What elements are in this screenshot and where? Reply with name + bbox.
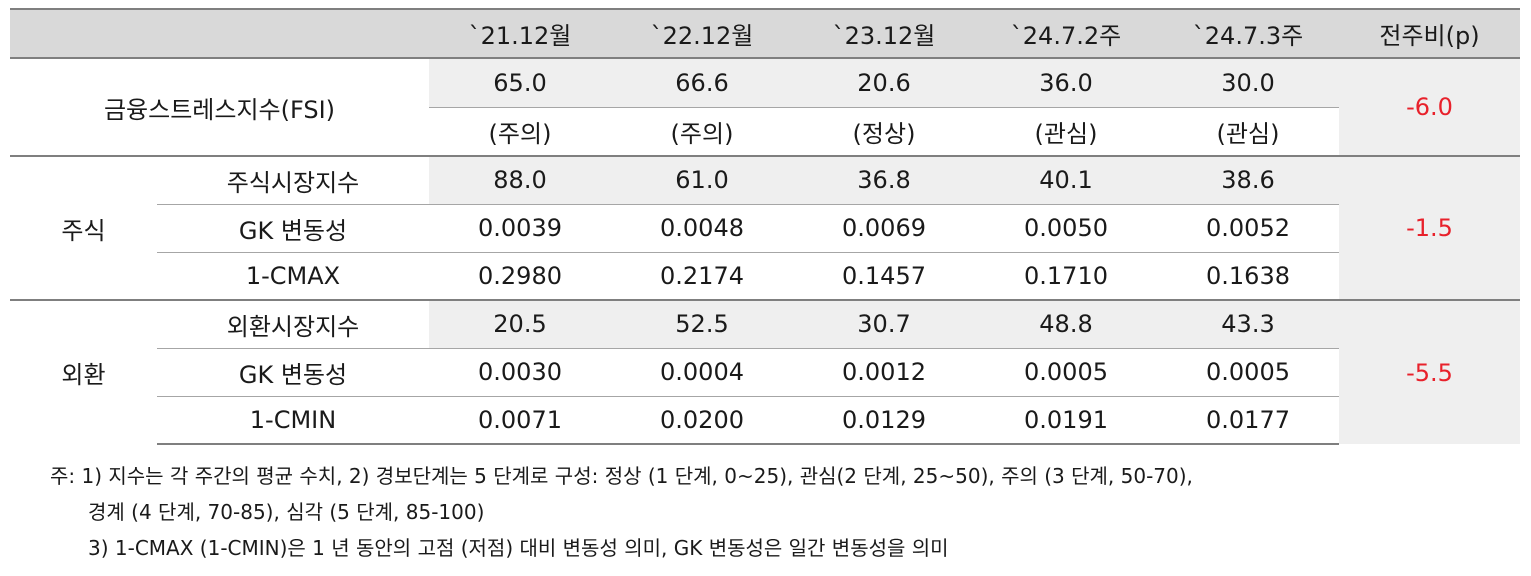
cell-value: 20.5	[429, 299, 611, 348]
cell-value: 0.0012	[793, 347, 975, 396]
fsi-level: (정상)	[793, 106, 975, 156]
cell-value: 0.2980	[429, 251, 611, 300]
stock-cmax-row: 1-CMAX 0.2980 0.2174 0.1457 0.1710 0.163…	[10, 251, 1520, 300]
fsi-value: 36.0	[975, 58, 1157, 107]
header-blank	[10, 8, 429, 59]
fsi-value: 30.0	[1157, 58, 1339, 107]
fx-gk-row: GK 변동성 0.0030 0.0004 0.0012 0.0005 0.000…	[10, 347, 1520, 396]
stock-gk-row: GK 변동성 0.0039 0.0048 0.0069 0.0050 0.005…	[10, 203, 1520, 252]
col-header-change: 전주비(p)	[1339, 8, 1520, 59]
cell-value: 0.0050	[975, 203, 1157, 252]
col-header: `22.12월	[611, 8, 793, 59]
fsi-level: (관심)	[975, 106, 1157, 156]
cell-value: 0.2174	[611, 251, 793, 300]
fsi-table: `21.12월 `22.12월 `23.12월 `24.7.2주 `24.7.3…	[10, 8, 1520, 445]
cell-value: 48.8	[975, 299, 1157, 348]
cell-value: 0.0030	[429, 347, 611, 396]
stock-change: -1.5	[1339, 155, 1520, 300]
cell-value: 0.0004	[611, 347, 793, 396]
stock-group-label: 주식	[10, 155, 157, 300]
cell-value: 88.0	[429, 155, 611, 204]
cell-value: 0.0069	[793, 203, 975, 252]
cell-value: 40.1	[975, 155, 1157, 204]
note-line-3: 3) 1-CMAX (1-CMIN)은 1 년 동안의 고점 (저점) 대비 변…	[88, 536, 949, 560]
cell-value: 0.0048	[611, 203, 793, 252]
fx-change: -5.5	[1339, 299, 1520, 444]
fsi-label: 금융스트레스지수(FSI)	[103, 95, 336, 124]
fsi-level-row: (주의) (주의) (정상) (관심) (관심)	[10, 106, 1520, 156]
cell-value: 0.0200	[611, 395, 793, 445]
fsi-level: (관심)	[1157, 106, 1339, 156]
cell-value: 0.0052	[1157, 203, 1339, 252]
cell-value: 0.0005	[1157, 347, 1339, 396]
cell-value: 0.0177	[1157, 395, 1339, 445]
col-header: `24.7.2주	[975, 8, 1157, 59]
table-notes: 주: 1) 지수는 각 주간의 평균 수치, 2) 경보단계는 5 단계로 구성…	[50, 458, 1193, 566]
cell-value: 0.0005	[975, 347, 1157, 396]
row-label: 외환시장지수	[157, 299, 429, 348]
col-header: `23.12월	[793, 8, 975, 59]
fsi-value-row: 금융스트레스지수(FSI) 65.0 66.6 20.6 36.0 30.0 -…	[10, 58, 1520, 156]
row-label: GK 변동성	[157, 203, 429, 252]
row-label: 1-CMAX	[157, 251, 429, 300]
note-line-2: 경계 (4 단계, 70-85), 심각 (5 단계, 85-100)	[88, 500, 485, 524]
fsi-value: 66.6	[611, 58, 793, 107]
cell-value: 0.1457	[793, 251, 975, 300]
cell-value: 0.0191	[975, 395, 1157, 445]
cell-value: 30.7	[793, 299, 975, 348]
cell-value: 61.0	[611, 155, 793, 204]
cell-value: 52.5	[611, 299, 793, 348]
row-label: 주식시장지수	[157, 155, 429, 204]
cell-value: 0.0039	[429, 203, 611, 252]
fsi-level: (주의)	[611, 106, 793, 156]
fx-group-label: 외환	[10, 299, 157, 444]
fsi-value: 20.6	[793, 58, 975, 107]
row-label: 1-CMIN	[157, 395, 429, 445]
cell-value: 0.0129	[793, 395, 975, 445]
note-line-1: 주: 1) 지수는 각 주간의 평균 수치, 2) 경보단계는 5 단계로 구성…	[50, 464, 1193, 488]
cell-value: 43.3	[1157, 299, 1339, 348]
fsi-value: 65.0	[429, 58, 611, 107]
cell-value: 0.0071	[429, 395, 611, 445]
col-header: `24.7.3주	[1157, 8, 1339, 59]
cell-value: 38.6	[1157, 155, 1339, 204]
header-row: `21.12월 `22.12월 `23.12월 `24.7.2주 `24.7.3…	[10, 8, 1520, 59]
fsi-level: (주의)	[429, 106, 611, 156]
fx-cmin-row: 1-CMIN 0.0071 0.0200 0.0129 0.0191 0.017…	[10, 395, 1520, 445]
cell-value: 0.1638	[1157, 251, 1339, 300]
col-header: `21.12월	[429, 8, 611, 59]
fx-index-row: 외환 외환시장지수 20.5 52.5 30.7 48.8 43.3 -5.5	[10, 299, 1520, 444]
row-label: GK 변동성	[157, 347, 429, 396]
stock-index-row: 주식 주식시장지수 88.0 61.0 36.8 40.1 38.6 -1.5	[10, 155, 1520, 300]
fsi-change: -6.0	[1339, 58, 1520, 156]
cell-value: 36.8	[793, 155, 975, 204]
cell-value: 0.1710	[975, 251, 1157, 300]
